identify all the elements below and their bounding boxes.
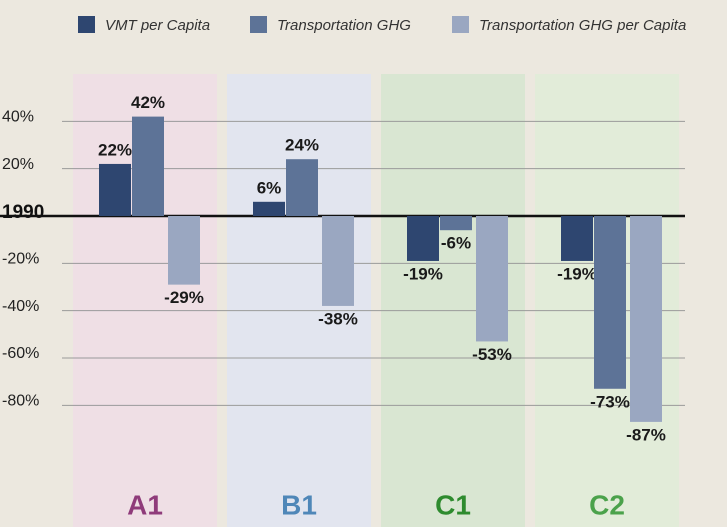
bar (476, 216, 508, 342)
value-label: 42% (131, 93, 165, 112)
y-tick-label: 20% (2, 156, 34, 173)
x-tick-label: C1 (435, 489, 471, 520)
bar (322, 216, 354, 306)
bar (99, 163, 131, 216)
y-tick-label: -80% (2, 393, 39, 410)
value-label: -6% (441, 234, 471, 253)
legend-swatch (452, 16, 469, 33)
y-tick-label: -20% (2, 251, 39, 268)
bar (407, 216, 439, 261)
bar (630, 216, 662, 422)
bar (253, 201, 285, 216)
y-tick-label: -60% (2, 345, 39, 362)
bar (168, 216, 200, 285)
legend-label: VMT per Capita (105, 17, 210, 34)
x-tick-label: C2 (589, 489, 625, 520)
y-tick-label: 40% (2, 109, 34, 126)
x-tick-label: B1 (281, 489, 317, 520)
bar (286, 159, 318, 216)
bar (561, 216, 593, 261)
bar (132, 116, 164, 216)
bar (440, 216, 472, 231)
value-label: -53% (472, 345, 512, 364)
value-label: -38% (318, 309, 358, 328)
x-tick-label: A1 (127, 489, 163, 520)
value-label: -87% (626, 425, 666, 444)
bar (594, 216, 626, 389)
value-label: -19% (557, 264, 597, 283)
legend-swatch (78, 16, 95, 33)
y-tick-label: 1990 (2, 202, 44, 223)
legend-swatch (250, 16, 267, 33)
value-label: 24% (285, 136, 319, 155)
y-tick-label: -40% (2, 298, 39, 315)
legend-label: Transportation GHG per Capita (479, 17, 686, 34)
value-label: -73% (590, 392, 630, 411)
value-label: 6% (257, 178, 282, 197)
legend-label: Transportation GHG (277, 17, 411, 34)
value-label: 22% (98, 140, 132, 159)
value-label: -19% (403, 264, 443, 283)
value-label: -29% (164, 288, 204, 307)
